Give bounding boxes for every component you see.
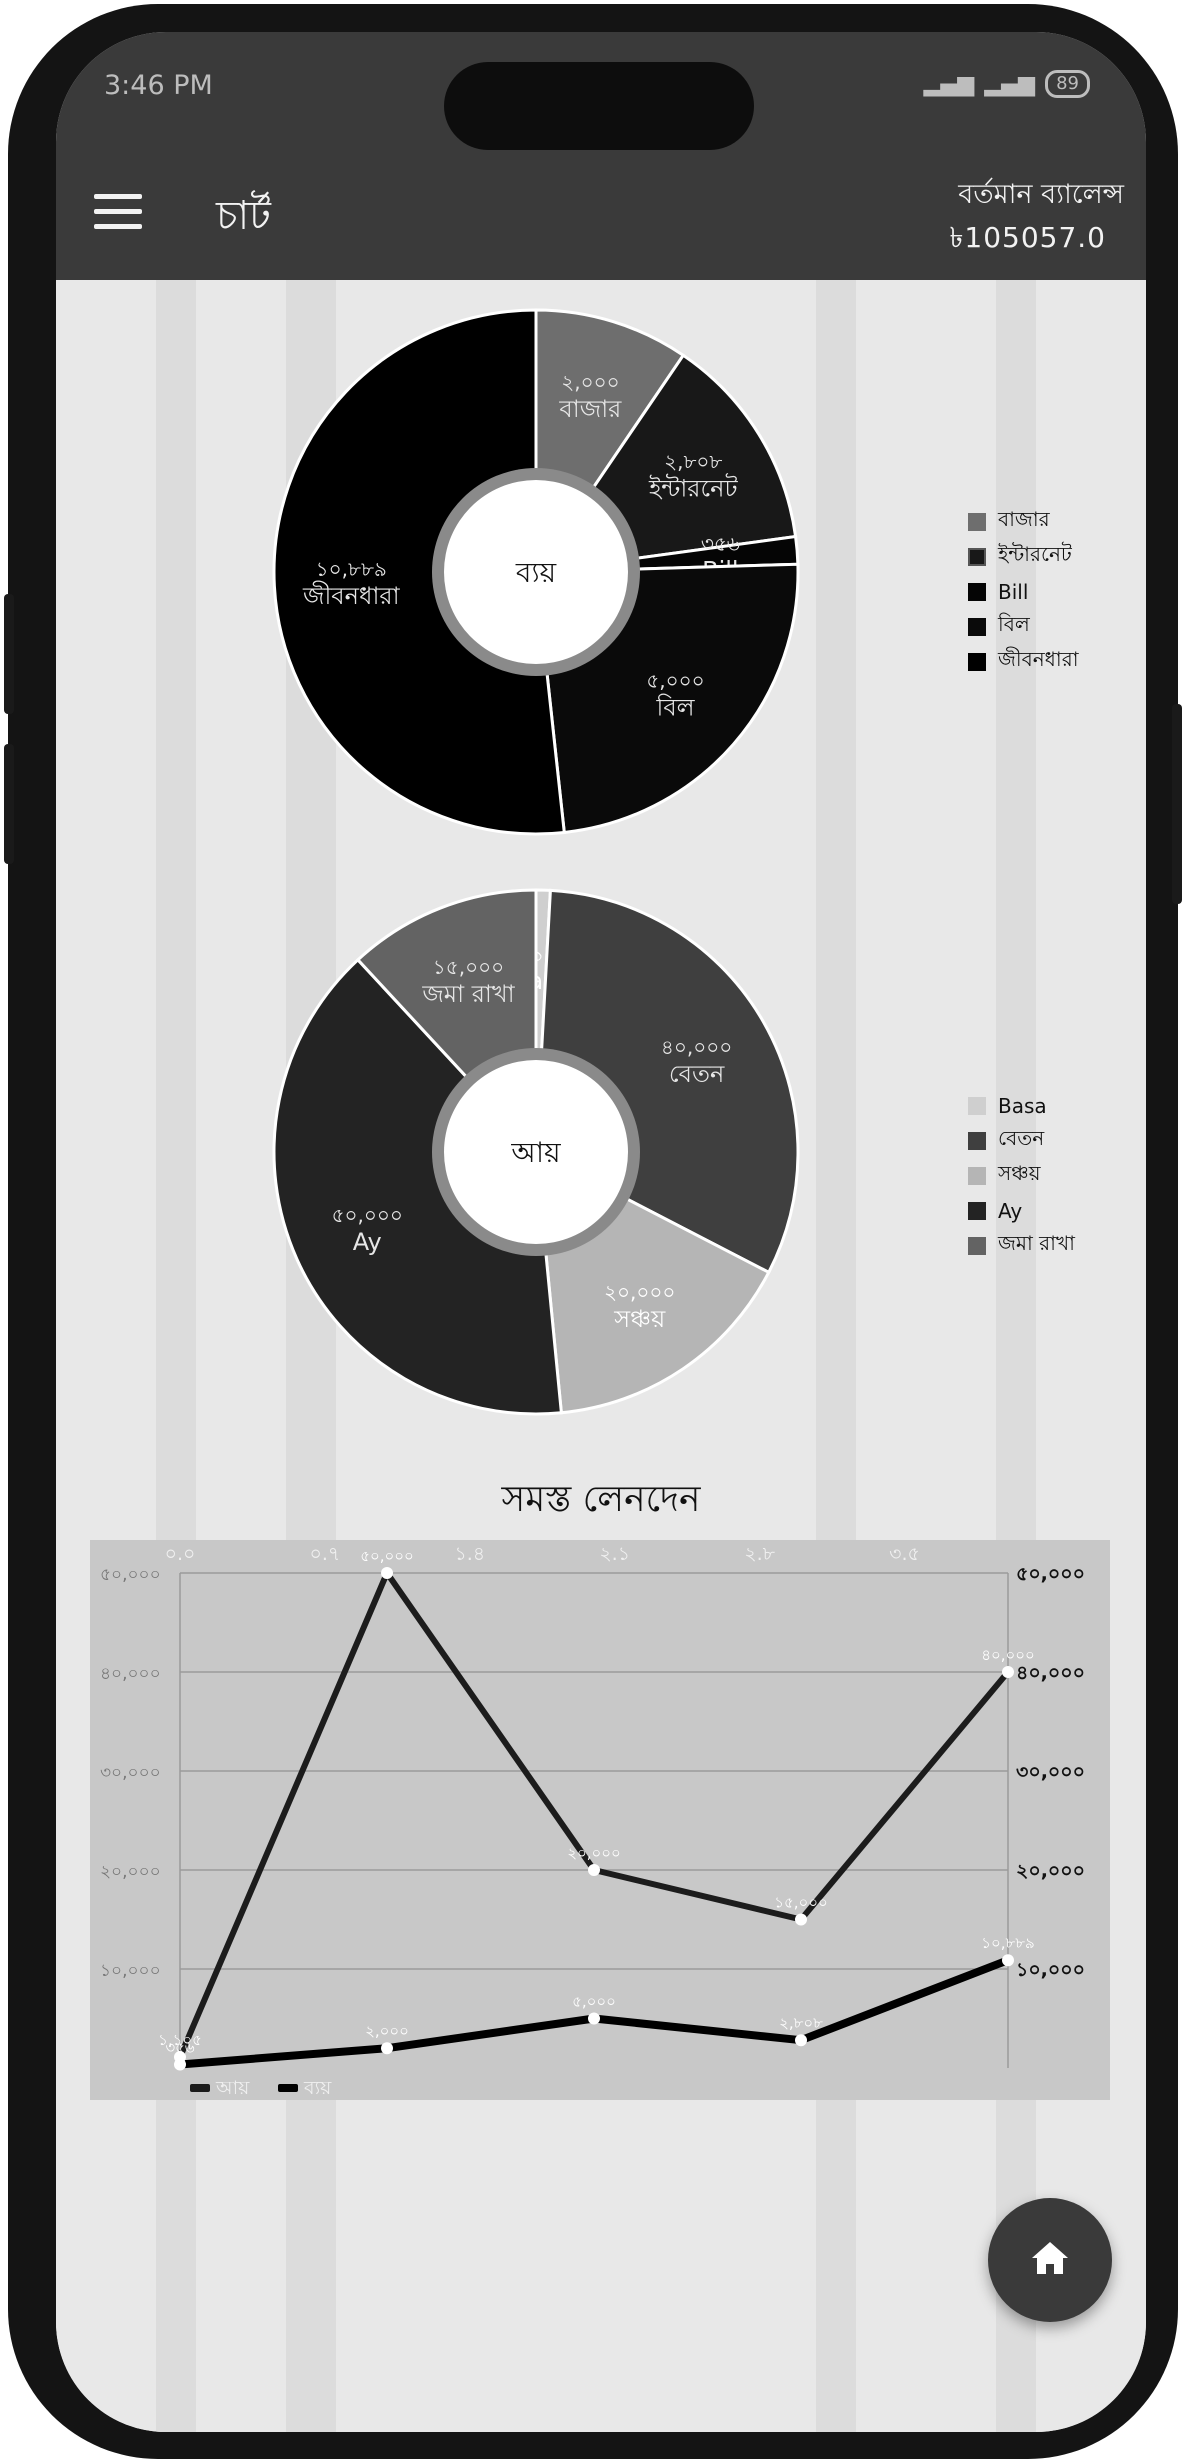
y-tick-label-right: ৪০,০০০ <box>1016 1662 1085 1684</box>
slice-value-label: ৪০,০০০ <box>661 1035 732 1059</box>
battery-icon: 89 <box>1045 70 1090 98</box>
y-tick-label-right: ৫০,০০০ <box>1016 1563 1085 1585</box>
legend-item: সঞ্চয় <box>968 1158 1075 1193</box>
y-tick-label-right: ১০,০০০ <box>1016 1959 1085 1981</box>
balance-value: ৳105057.0 <box>949 221 1106 254</box>
data-label: ৫০,০০০ <box>360 1547 414 1565</box>
legend-item: ইন্টারনেট <box>968 539 1079 574</box>
slice-name-label: Ay <box>353 1228 382 1256</box>
y-tick-label-right: ৩০,০০০ <box>1016 1761 1085 1783</box>
slice-value-label: ৫০,০০০ <box>332 1203 403 1227</box>
pie-slice-4 <box>272 957 564 1416</box>
income-legend: Basa বেতন সঞ্চয় Ay জমা রাখা <box>968 1088 1075 1263</box>
slice-value-label: ১০,৮৮৯ <box>316 557 387 581</box>
line-chart-title: সমস্ত লেনদেন <box>501 1479 701 1520</box>
donut-hole <box>444 1060 628 1244</box>
data-point <box>588 1864 600 1876</box>
balance-label: বর্তমান ব্যালেন্স <box>958 179 1124 210</box>
legend-item: Bill <box>968 574 1079 609</box>
x-tick-label: ২.৮ <box>744 1543 775 1565</box>
legend-item: বাজার <box>968 504 1079 539</box>
menu-icon <box>94 194 142 199</box>
data-point <box>1002 1666 1014 1678</box>
slice-value-label: ২,০০০ <box>561 370 619 394</box>
data-label: ২০,০০০ <box>567 1844 621 1862</box>
legend-swatch <box>190 2084 210 2092</box>
pie-slice-5 <box>272 308 566 836</box>
data-label: ১০,৮৮৯ <box>981 1934 1034 1952</box>
data-label: ৪০,০০০ <box>981 1646 1035 1664</box>
volume-down-button <box>4 744 14 864</box>
menu-button[interactable] <box>94 194 142 234</box>
x-tick-label: ০.৭ <box>310 1543 341 1565</box>
data-label: ৫,০০০ <box>572 1993 616 2011</box>
y-tick-label: ৫০,০০০ <box>100 1565 161 1585</box>
legend-item: বেতন <box>968 1123 1075 1158</box>
legend-item: জীবনধারা <box>968 644 1079 679</box>
expense-donut-chart: ২,০০০বাজার২,৮০৮ইন্টারনেট৩৫৬Bill৫,০০০বিল১… <box>272 308 800 836</box>
donut-center-label: ব্যয় <box>515 556 557 589</box>
legend-item: জমা রাখা <box>968 1228 1075 1263</box>
legend-item: Basa <box>968 1088 1075 1123</box>
donut-hole <box>444 480 628 664</box>
data-point <box>174 2058 186 2071</box>
data-point <box>795 2034 807 2047</box>
x-tick-label: ০.০ <box>165 1543 196 1565</box>
x-tick-label: ২.১ <box>599 1543 630 1565</box>
data-point <box>795 1913 807 1926</box>
legend-label: আয় <box>215 2077 250 2099</box>
data-label: ১,১০৫ <box>158 2031 202 2049</box>
y-tick-label: ৪০,০০০ <box>100 1664 161 1684</box>
x-tick-label: ১.৪ <box>454 1543 485 1565</box>
plot-background <box>90 1540 1110 2100</box>
app-bar: চার্ট বর্তমান ব্যালেন্স ৳105057.0 <box>56 152 1146 280</box>
slice-name-label: সঞ্চয় <box>613 1305 666 1333</box>
y-tick-label-right: ২০,০০০ <box>1016 1860 1085 1882</box>
slice-name-label: বিল <box>655 693 695 721</box>
slice-value-label: ৩৫৬ <box>701 532 740 556</box>
wifi-signal-icon: ▂▄▆ <box>984 71 1036 97</box>
slice-name-label: জমা রাখা <box>421 980 515 1008</box>
slice-value-label: ১৫,০০০ <box>433 955 504 979</box>
dynamic-island <box>444 62 754 150</box>
income-donut-chart: ১,১০৫Basa৪০,০০০বেতন২০,০০০সঞ্চয়৫০,০০০Ay১… <box>272 888 800 1416</box>
home-icon <box>1032 2242 1068 2274</box>
screen: 3:46 PM ▂▄▆ ▂▄▆ 89 চার্ট বর্তমান ব্যালেন… <box>56 32 1146 2432</box>
slice-name-label: জীবনধারা <box>302 581 401 610</box>
home-button[interactable] <box>988 2198 1112 2322</box>
data-point <box>381 1567 393 1579</box>
donut-center-label: আয় <box>510 1136 561 1169</box>
x-tick-label: ৩.৫ <box>889 1543 920 1565</box>
y-tick-label: ৩০,০০০ <box>100 1763 161 1783</box>
y-tick-label: ২০,০০০ <box>100 1862 161 1882</box>
phone-frame: 3:46 PM ▂▄▆ ▂▄▆ 89 চার্ট বর্তমান ব্যালেন… <box>4 4 1182 2459</box>
data-label: ২,০০০ <box>365 2022 409 2040</box>
status-time: 3:46 PM <box>104 70 213 101</box>
legend-item: বিল <box>968 609 1079 644</box>
data-point <box>1002 1954 1014 1967</box>
legend-label: ব্যয় <box>303 2077 332 2099</box>
data-point <box>381 2042 393 2055</box>
data-label: ২,৮০৮ <box>779 2014 823 2032</box>
slice-value-label: ২০,০০০ <box>604 1280 675 1304</box>
legend-item: Ay <box>968 1193 1075 1228</box>
power-button <box>1172 704 1182 904</box>
slice-value-label: ৫,০০০ <box>646 668 704 692</box>
data-label: ৩৫৬ <box>165 2038 194 2056</box>
slice-name-label: ইন্টারনেট <box>648 474 738 503</box>
legend-swatch <box>278 2084 298 2092</box>
data-point <box>588 2012 600 2025</box>
transactions-line-chart: ০.০ ০.৭ ১.৪ ২.১ ২.৮ ৩.৫ ৫০,০০০ ৪০,০০০ ৩০,০০০ ২০,০… <box>90 1540 1110 2100</box>
slice-name-label: বেতন <box>669 1060 725 1088</box>
status-icons: ▂▄▆ ▂▄▆ 89 <box>924 70 1090 98</box>
y-tick-label: ১০,০০০ <box>100 1961 161 1981</box>
slice-name-label: বাজার <box>558 395 622 423</box>
signal-icon: ▂▄▆ <box>923 71 975 97</box>
page-title: চার্ট <box>216 193 271 239</box>
data-label: ১৫,০০০ <box>774 1894 828 1912</box>
expense-legend: বাজার ইন্টারনেট Bill বিল জীবনধারা <box>968 504 1079 679</box>
volume-up-button <box>4 594 14 714</box>
slice-value-label: ২,৮০৮ <box>664 450 722 474</box>
